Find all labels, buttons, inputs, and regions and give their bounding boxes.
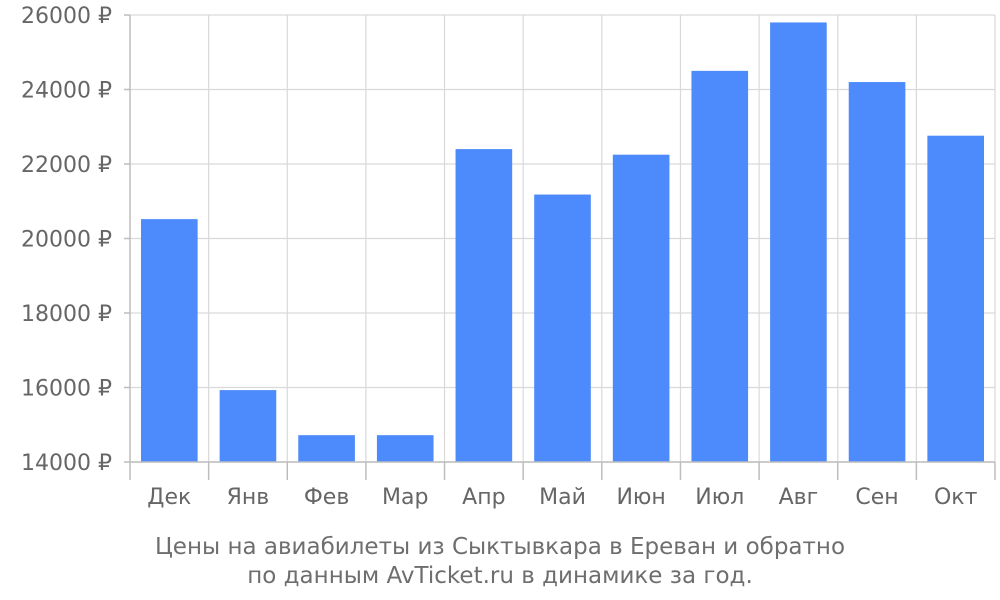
bar-5 <box>455 149 513 462</box>
x-tick-label: Фев <box>304 485 349 510</box>
bar-8 <box>691 70 749 462</box>
bar-1 <box>141 219 198 462</box>
x-tick-label: Окт <box>934 485 978 510</box>
axes <box>124 14 996 480</box>
x-tick-label: Май <box>539 485 586 510</box>
x-axis-tick-labels: Дек Янв Фев Мар Апр Май Июн Июл Авг Сен Окт <box>147 485 977 510</box>
bar-6 <box>534 194 591 463</box>
chart-caption-line-2: по данным AvTicket.ru в динамике за год. <box>247 563 753 589</box>
x-tick-label: Июл <box>695 485 744 510</box>
x-tick-label: Мар <box>382 485 428 510</box>
y-tick-label: 20000 ₽ <box>21 228 112 253</box>
chart-caption-line-1: Цены на авиабилеты из Сыктывкара в Ерева… <box>154 534 846 560</box>
bars <box>141 22 984 463</box>
x-tick-label: Авг <box>779 485 819 510</box>
y-tick-label: 22000 ₽ <box>21 153 112 178</box>
bar-4 <box>376 435 434 462</box>
y-axis-tick-labels: 26000 ₽ 24000 ₽ 22000 ₽ 20000 ₽ 18000 ₽ 16000… <box>21 4 112 476</box>
y-tick-label: 16000 ₽ <box>21 377 112 402</box>
y-tick-label: 14000 ₽ <box>21 451 112 476</box>
price-bar-chart: 26000 ₽ 24000 ₽ 22000 ₽ 20000 ₽ 18000 ₽ 16000… <box>21 4 996 510</box>
x-tick-label: Апр <box>462 485 505 510</box>
bar-7 <box>612 154 670 462</box>
y-tick-label: 24000 ₽ <box>21 79 112 104</box>
bar-9 <box>770 22 827 462</box>
bar-10 <box>848 82 906 463</box>
y-tick-label: 26000 ₽ <box>21 4 112 29</box>
y-tick-label: 18000 ₽ <box>21 302 112 327</box>
x-tick-label: Янв <box>227 485 270 510</box>
bar-2 <box>219 390 277 462</box>
bar-11 <box>927 135 984 462</box>
bar-3 <box>298 435 355 462</box>
x-tick-label: Июн <box>616 485 665 510</box>
x-tick-label: Сен <box>855 485 898 510</box>
x-tick-label: Дек <box>147 485 191 510</box>
